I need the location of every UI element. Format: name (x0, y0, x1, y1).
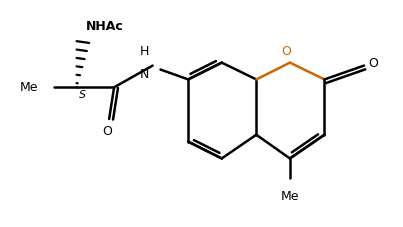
Text: N: N (139, 68, 149, 81)
Text: NHAc: NHAc (85, 20, 123, 33)
Text: O: O (368, 57, 378, 70)
Text: H: H (139, 45, 149, 58)
Text: Me: Me (280, 190, 299, 203)
Text: O: O (281, 45, 291, 58)
Text: S: S (79, 90, 86, 100)
Text: O: O (102, 125, 112, 138)
Text: Me: Me (19, 81, 38, 94)
